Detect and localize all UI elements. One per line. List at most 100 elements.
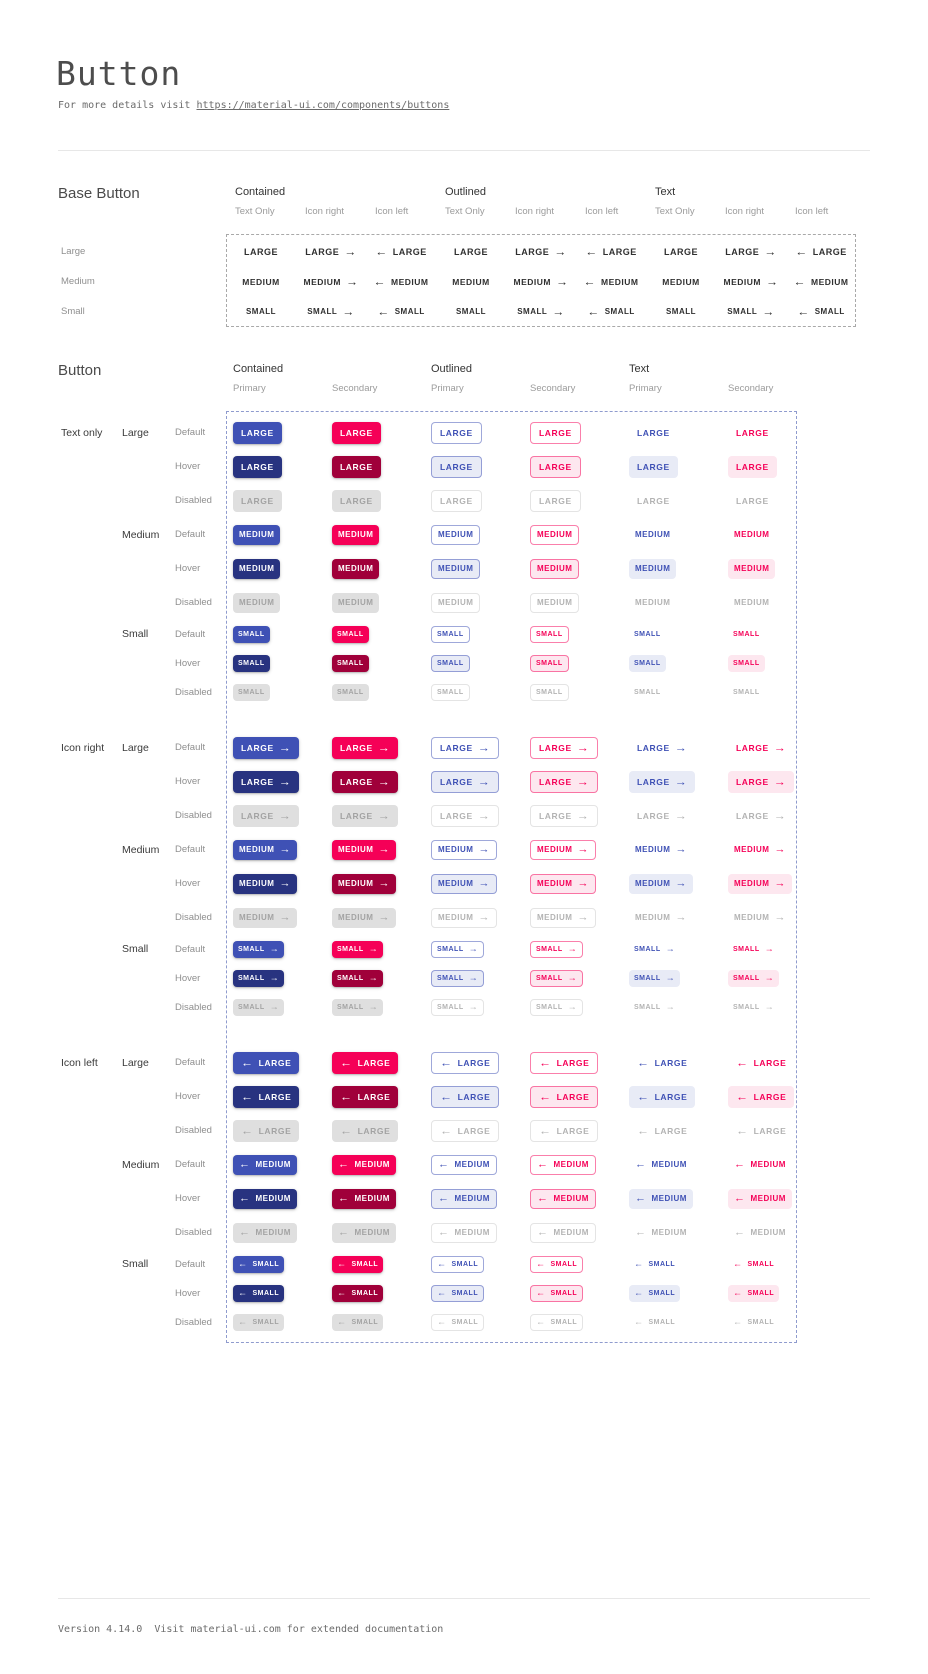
button-outlined-primary-medium-default-none-icon[interactable]: MEDIUM: [431, 525, 481, 545]
button-text-secondary-large-disabled-right-icon[interactable]: LARGE →: [736, 808, 787, 823]
button-text-secondary-medium-hover-right-icon[interactable]: MEDIUM →: [728, 874, 792, 894]
button-outlined-primary-small-disabled-none-icon[interactable]: SMALL: [431, 684, 470, 701]
button-contained-primary-large-hover-right-icon[interactable]: LARGE →: [233, 771, 300, 793]
button-text-primary-medium-disabled-right-icon[interactable]: MEDIUM →: [635, 911, 687, 923]
button-outlined-primary-small-default-right-icon[interactable]: SMALL →: [431, 941, 485, 958]
button-contained-secondary-small-hover-right-icon[interactable]: SMALL →: [332, 970, 384, 987]
button-text-secondary-small-disabled-left-icon[interactable]: ← SMALL: [733, 1316, 775, 1327]
button-text-secondary-medium-default-left-icon[interactable]: ← MEDIUM: [734, 1158, 786, 1170]
button-outlined-secondary-medium-disabled-right-icon[interactable]: MEDIUM →: [530, 908, 596, 928]
base-button-text-right-small[interactable]: SMALL →: [727, 304, 775, 319]
base-button-text-none-small[interactable]: SMALL: [665, 307, 697, 316]
button-outlined-secondary-small-hover-none-icon[interactable]: SMALL: [530, 655, 569, 672]
button-outlined-primary-medium-disabled-none-icon[interactable]: MEDIUM: [431, 593, 481, 613]
button-text-secondary-medium-hover-left-icon[interactable]: ← MEDIUM: [728, 1189, 792, 1209]
button-text-primary-medium-hover-right-icon[interactable]: MEDIUM →: [629, 874, 693, 894]
base-button-contained-left-medium[interactable]: ← MEDIUM: [373, 274, 429, 289]
button-outlined-primary-medium-hover-left-icon[interactable]: ← MEDIUM: [431, 1189, 497, 1209]
button-outlined-secondary-large-default-none-icon[interactable]: LARGE: [530, 422, 581, 444]
button-outlined-secondary-large-hover-left-icon[interactable]: ← LARGE: [530, 1086, 599, 1108]
button-text-secondary-small-hover-none-icon[interactable]: SMALL: [728, 655, 765, 672]
button-outlined-primary-large-disabled-right-icon[interactable]: LARGE →: [431, 805, 500, 827]
button-text-primary-medium-hover-left-icon[interactable]: ← MEDIUM: [629, 1189, 693, 1209]
button-outlined-primary-large-hover-none-icon[interactable]: LARGE: [431, 456, 482, 478]
button-outlined-secondary-medium-hover-none-icon[interactable]: MEDIUM: [530, 559, 580, 579]
button-contained-secondary-medium-default-left-icon[interactable]: ← MEDIUM: [332, 1155, 396, 1175]
button-contained-primary-medium-hover-none-icon[interactable]: MEDIUM: [233, 559, 281, 579]
button-contained-secondary-medium-disabled-none-icon[interactable]: MEDIUM: [332, 593, 380, 613]
button-text-primary-small-default-right-icon[interactable]: SMALL →: [634, 943, 676, 954]
button-contained-primary-small-default-left-icon[interactable]: ← SMALL: [233, 1256, 285, 1273]
button-text-primary-large-default-left-icon[interactable]: ← LARGE: [637, 1055, 688, 1070]
button-text-primary-small-default-left-icon[interactable]: ← SMALL: [634, 1258, 676, 1269]
button-contained-primary-large-hover-left-icon[interactable]: ← LARGE: [233, 1086, 300, 1108]
button-contained-primary-small-disabled-right-icon[interactable]: SMALL →: [233, 999, 285, 1016]
button-contained-secondary-small-disabled-none-icon[interactable]: SMALL: [332, 684, 369, 701]
base-button-outlined-none-large[interactable]: LARGE: [454, 246, 488, 257]
button-contained-primary-medium-default-left-icon[interactable]: ← MEDIUM: [233, 1155, 297, 1175]
button-outlined-primary-small-hover-none-icon[interactable]: SMALL: [431, 655, 470, 672]
button-outlined-secondary-medium-hover-left-icon[interactable]: ← MEDIUM: [530, 1189, 596, 1209]
base-button-outlined-right-large[interactable]: LARGE →: [515, 244, 567, 259]
button-text-secondary-medium-disabled-right-icon[interactable]: MEDIUM →: [734, 911, 786, 923]
button-text-primary-large-hover-none-icon[interactable]: LARGE: [629, 456, 678, 478]
button-text-secondary-small-hover-right-icon[interactable]: SMALL →: [728, 970, 780, 987]
button-contained-primary-large-default-none-icon[interactable]: LARGE: [233, 422, 282, 444]
button-text-primary-small-hover-right-icon[interactable]: SMALL →: [629, 970, 681, 987]
button-text-primary-small-default-none-icon[interactable]: SMALL: [634, 631, 661, 638]
button-outlined-secondary-large-default-right-icon[interactable]: LARGE →: [530, 737, 599, 759]
button-text-primary-small-hover-none-icon[interactable]: SMALL: [629, 655, 666, 672]
button-outlined-primary-large-hover-right-icon[interactable]: LARGE →: [431, 771, 500, 793]
button-text-primary-medium-default-none-icon[interactable]: MEDIUM: [635, 530, 671, 539]
base-button-outlined-right-medium[interactable]: MEDIUM →: [513, 274, 569, 289]
button-text-primary-medium-disabled-left-icon[interactable]: ← MEDIUM: [635, 1226, 687, 1238]
button-contained-secondary-small-disabled-left-icon[interactable]: ← SMALL: [332, 1314, 384, 1331]
base-button-outlined-left-small[interactable]: ← SMALL: [587, 304, 635, 319]
button-contained-secondary-medium-disabled-left-icon[interactable]: ← MEDIUM: [332, 1223, 396, 1243]
base-button-text-left-small[interactable]: ← SMALL: [797, 304, 845, 319]
button-text-primary-large-default-right-icon[interactable]: LARGE →: [637, 740, 688, 755]
base-button-text-right-medium[interactable]: MEDIUM →: [723, 274, 779, 289]
button-contained-primary-large-disabled-none-icon[interactable]: LARGE: [233, 490, 282, 512]
button-contained-primary-small-disabled-none-icon[interactable]: SMALL: [233, 684, 270, 701]
button-outlined-primary-large-default-left-icon[interactable]: ← LARGE: [431, 1052, 500, 1074]
button-text-secondary-large-hover-left-icon[interactable]: ← LARGE: [728, 1086, 795, 1108]
button-text-primary-medium-default-right-icon[interactable]: MEDIUM →: [635, 843, 687, 855]
button-contained-secondary-small-default-left-icon[interactable]: ← SMALL: [332, 1256, 384, 1273]
button-outlined-secondary-small-disabled-left-icon[interactable]: ← SMALL: [530, 1314, 584, 1331]
button-contained-secondary-small-default-none-icon[interactable]: SMALL: [332, 626, 369, 643]
button-contained-secondary-large-default-left-icon[interactable]: ← LARGE: [332, 1052, 399, 1074]
button-contained-primary-small-default-right-icon[interactable]: SMALL →: [233, 941, 285, 958]
button-outlined-secondary-medium-default-right-icon[interactable]: MEDIUM →: [530, 840, 596, 860]
button-contained-primary-small-hover-right-icon[interactable]: SMALL →: [233, 970, 285, 987]
button-outlined-secondary-large-default-left-icon[interactable]: ← LARGE: [530, 1052, 599, 1074]
button-outlined-secondary-small-default-none-icon[interactable]: SMALL: [530, 626, 569, 643]
button-text-secondary-large-default-none-icon[interactable]: LARGE: [736, 427, 769, 438]
base-button-contained-none-large[interactable]: LARGE: [244, 246, 278, 257]
button-contained-secondary-medium-disabled-right-icon[interactable]: MEDIUM →: [332, 908, 396, 928]
button-outlined-secondary-small-disabled-right-icon[interactable]: SMALL →: [530, 999, 584, 1016]
button-outlined-secondary-medium-disabled-none-icon[interactable]: MEDIUM: [530, 593, 580, 613]
button-outlined-secondary-large-disabled-none-icon[interactable]: LARGE: [530, 490, 581, 512]
base-button-contained-none-medium[interactable]: MEDIUM: [242, 276, 280, 287]
base-button-contained-right-small[interactable]: SMALL →: [307, 304, 355, 319]
button-text-primary-large-hover-right-icon[interactable]: LARGE →: [629, 771, 696, 793]
button-text-secondary-large-default-left-icon[interactable]: ← LARGE: [736, 1055, 787, 1070]
button-contained-secondary-small-disabled-right-icon[interactable]: SMALL →: [332, 999, 384, 1016]
button-outlined-primary-medium-hover-right-icon[interactable]: MEDIUM →: [431, 874, 497, 894]
button-outlined-primary-medium-default-left-icon[interactable]: ← MEDIUM: [431, 1155, 497, 1175]
button-text-primary-medium-disabled-none-icon[interactable]: MEDIUM: [635, 598, 671, 607]
button-contained-secondary-large-disabled-left-icon[interactable]: ← LARGE: [332, 1120, 399, 1142]
button-outlined-primary-large-hover-left-icon[interactable]: ← LARGE: [431, 1086, 500, 1108]
base-button-outlined-none-medium[interactable]: MEDIUM: [452, 276, 490, 287]
button-outlined-primary-small-hover-left-icon[interactable]: ← SMALL: [431, 1285, 485, 1302]
base-button-contained-left-small[interactable]: ← SMALL: [377, 304, 425, 319]
button-outlined-secondary-small-default-right-icon[interactable]: SMALL →: [530, 941, 584, 958]
button-contained-secondary-small-hover-left-icon[interactable]: ← SMALL: [332, 1285, 384, 1302]
button-contained-primary-small-disabled-left-icon[interactable]: ← SMALL: [233, 1314, 285, 1331]
button-outlined-primary-medium-disabled-right-icon[interactable]: MEDIUM →: [431, 908, 497, 928]
base-button-text-left-large[interactable]: ← LARGE: [795, 244, 847, 259]
base-button-outlined-left-large[interactable]: ← LARGE: [585, 244, 637, 259]
button-outlined-secondary-medium-default-left-icon[interactable]: ← MEDIUM: [530, 1155, 596, 1175]
button-outlined-secondary-small-disabled-none-icon[interactable]: SMALL: [530, 684, 569, 701]
